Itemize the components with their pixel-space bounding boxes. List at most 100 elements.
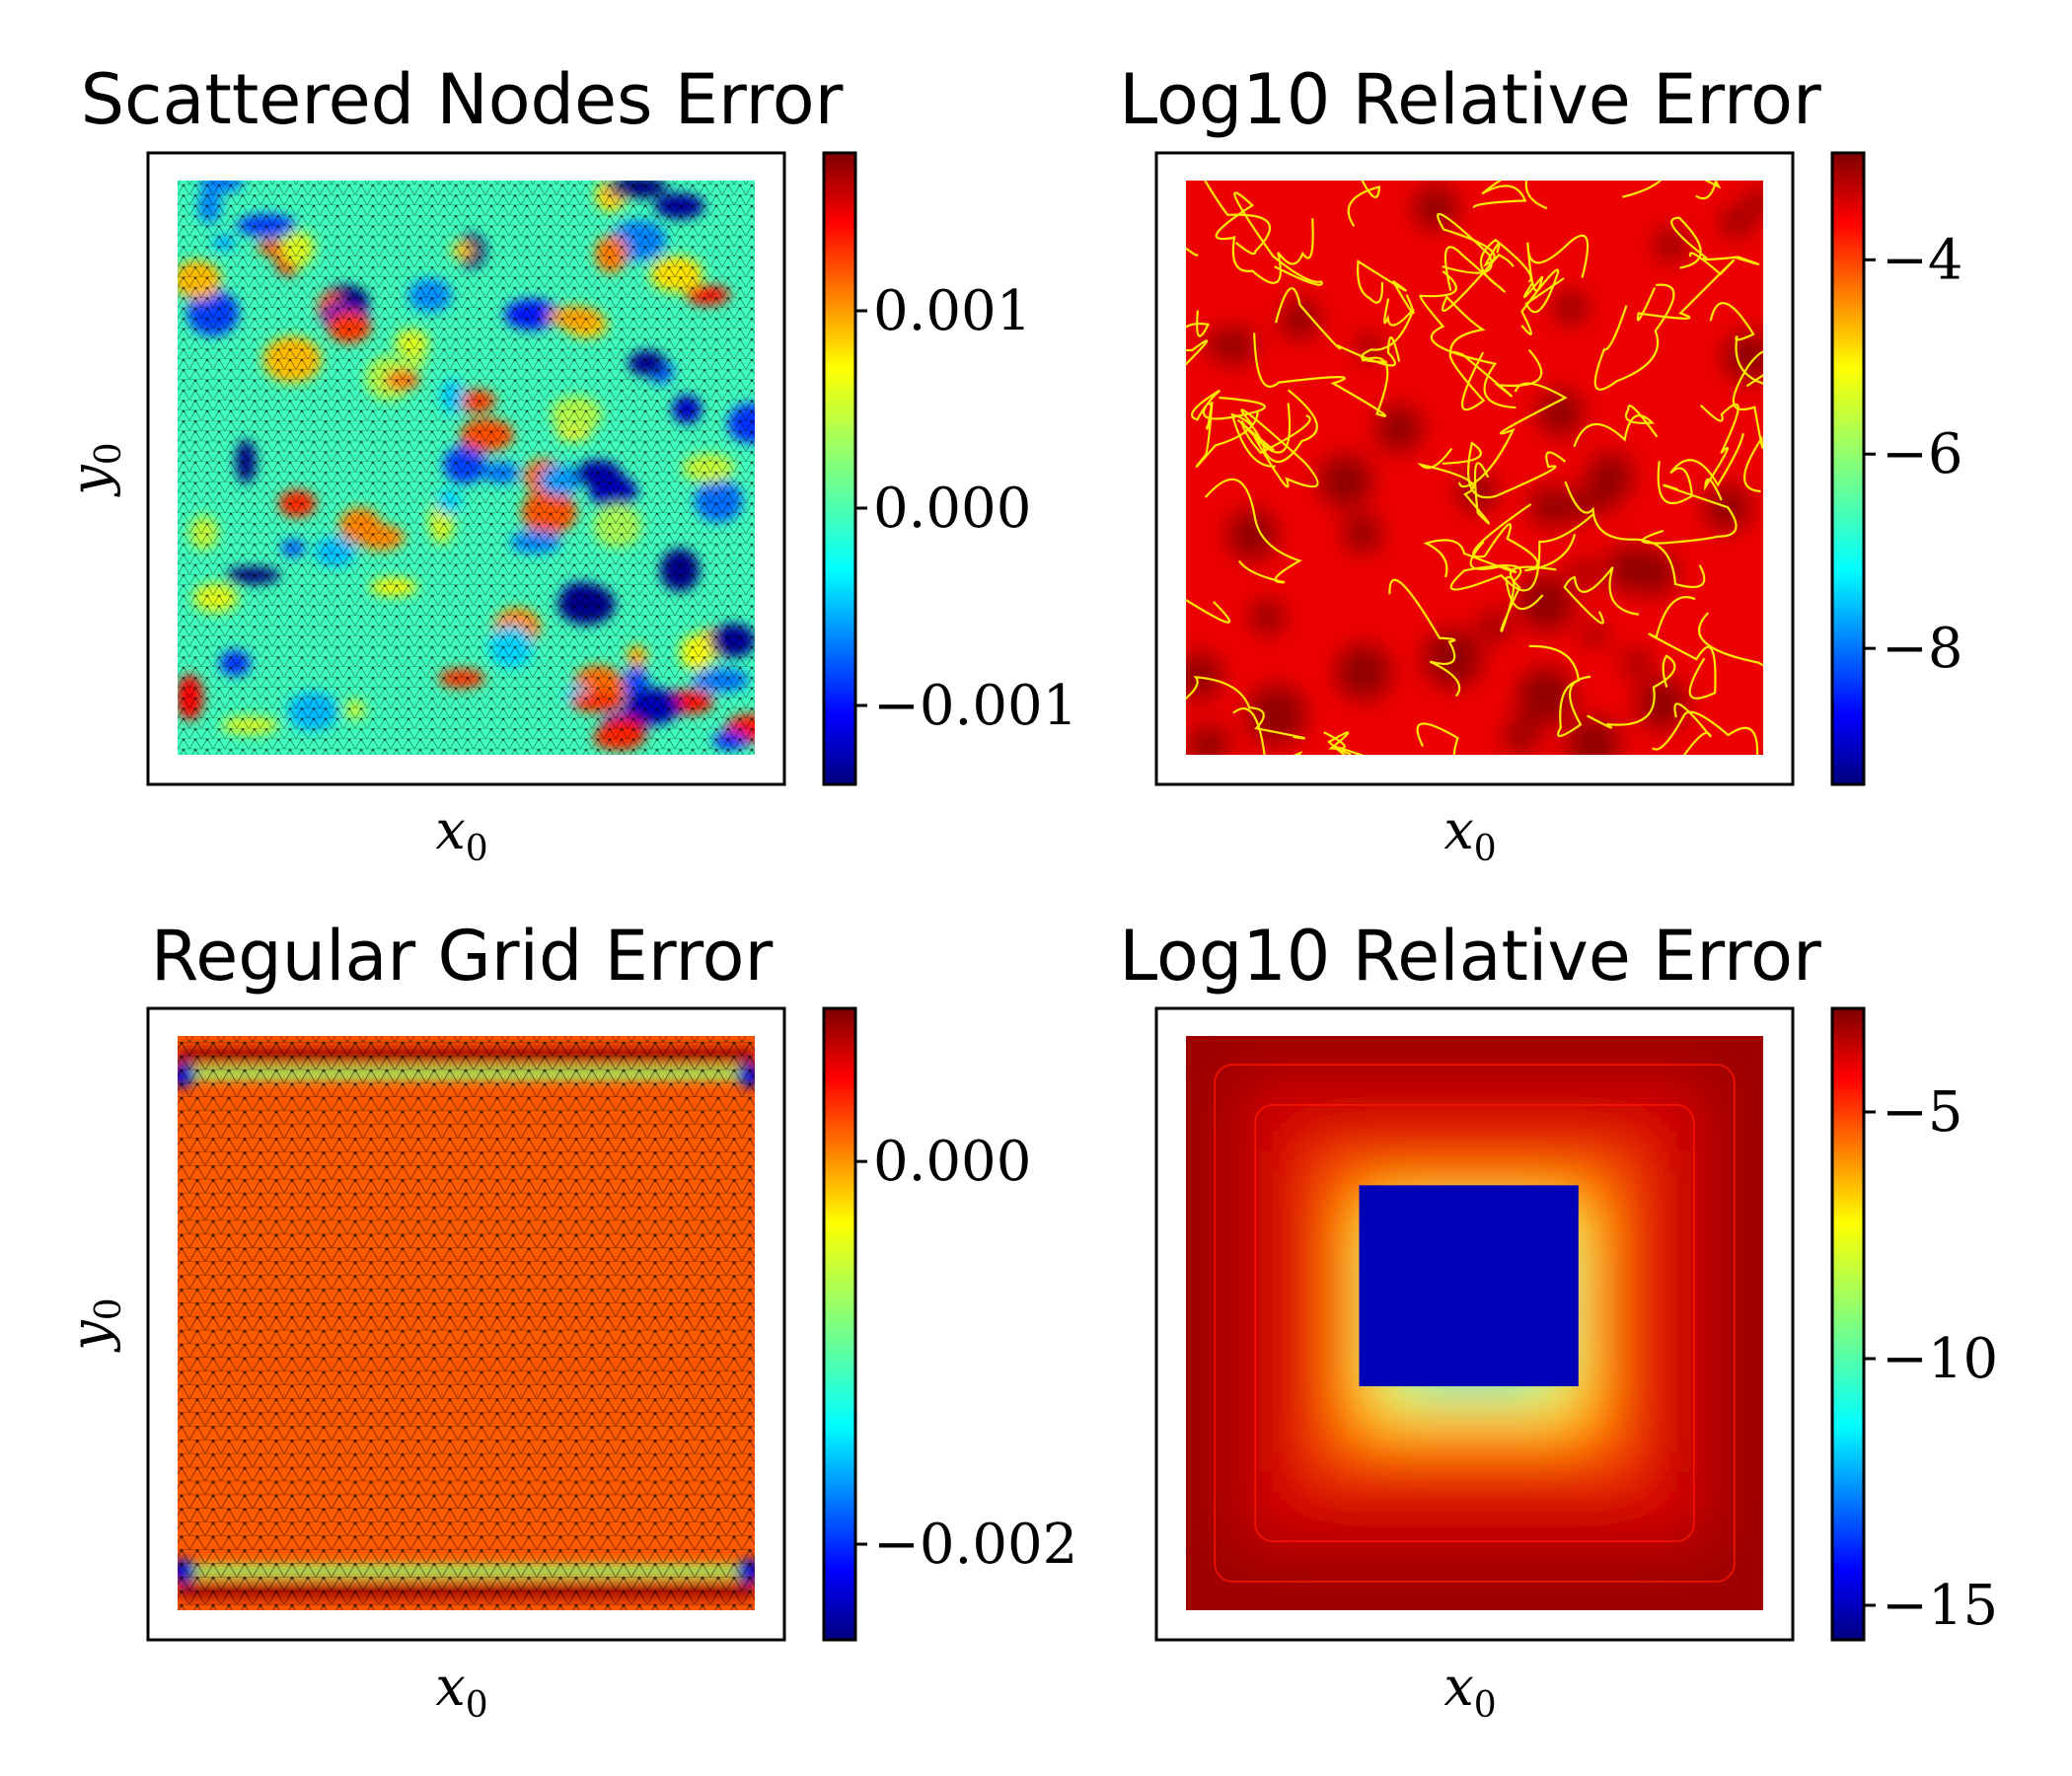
- error-blob: [1423, 629, 1483, 689]
- error-blob: [1623, 649, 1651, 677]
- error-blob: [1553, 290, 1588, 325]
- error-blob: [1582, 623, 1607, 647]
- colorbar: [1832, 1008, 1864, 1640]
- contour-line: [1573, 405, 1659, 448]
- heatmap-field: [1186, 181, 1763, 755]
- contour-line: [1253, 333, 1389, 417]
- contour-line: [1657, 432, 1744, 505]
- error-blob: [1479, 611, 1511, 642]
- contour-line: [1232, 707, 1303, 755]
- mesh-overlay: [178, 1036, 755, 1610]
- contour-line: [1563, 566, 1640, 625]
- error-blob: [1607, 545, 1654, 592]
- error-blob: [1636, 678, 1688, 730]
- axes-frame: [146, 151, 786, 786]
- contour-line: [1522, 234, 1590, 298]
- panel-1: Scattered Nodes Error x0 y0 0.001 0.000 −0.00…: [59, 59, 1077, 869]
- error-blob: [1218, 327, 1256, 365]
- contour-line: [1186, 247, 1199, 257]
- error-blob: [1721, 206, 1752, 238]
- colorbar: [824, 1008, 855, 1640]
- contour-line: [1699, 403, 1739, 501]
- colorbar-frame: [822, 1006, 857, 1642]
- axes-frame: [1154, 151, 1795, 786]
- contour-line: [1186, 676, 1306, 740]
- y-axis-label: y0: [59, 442, 129, 496]
- axes-frame: [146, 1006, 786, 1642]
- contour-line: [1732, 350, 1763, 493]
- heatmap-field: [178, 181, 755, 755]
- contour-line: [1528, 644, 1591, 737]
- colorbar-tick-label: −10: [1882, 1327, 1998, 1391]
- x-axis-label: x0: [435, 1656, 487, 1726]
- error-blob: [1375, 406, 1423, 452]
- panel-title: Log10 Relative Error: [1119, 916, 1821, 997]
- error-blob: [1335, 644, 1392, 701]
- contour-line: [1443, 238, 1532, 293]
- axes-frame: [1154, 1006, 1795, 1642]
- contour-line: [1356, 259, 1415, 315]
- error-blob: [1318, 454, 1372, 508]
- mesh-overlay: [178, 181, 755, 755]
- error-blob: [1517, 667, 1575, 725]
- colorbar-tick-label: −0.001: [873, 674, 1077, 738]
- x-axis-label: x0: [435, 799, 487, 869]
- contour-line: [1673, 703, 1712, 755]
- x-axis-label: x0: [1443, 799, 1496, 869]
- contour-line: [1186, 310, 1211, 366]
- colorbar-tick-label: −0.002: [873, 1513, 1077, 1577]
- colorbar-tick-label: −6: [1882, 422, 1963, 486]
- error-blob: [1746, 187, 1763, 216]
- error-blob: [1504, 718, 1538, 754]
- error-blob: [1655, 228, 1688, 261]
- contour-line: [1417, 447, 1490, 525]
- colorbar-tick-label: −15: [1882, 1574, 1998, 1638]
- contour-line: [1442, 441, 1567, 499]
- contour-line: [1419, 270, 1517, 409]
- error-blob: [1457, 473, 1497, 513]
- contour-line: [1622, 181, 1722, 200]
- contour-line: [1472, 503, 1577, 572]
- contour-line: [1274, 287, 1401, 367]
- error-blob: [1226, 509, 1278, 560]
- panel-4: Log10 Relative Error x0 −5 −10 −15: [1119, 916, 1998, 1726]
- contour-line: [1587, 654, 1676, 729]
- contour-line: [1215, 191, 1323, 286]
- contour-line: [1500, 565, 1557, 632]
- contour-line: [1593, 283, 1675, 391]
- colorbar-tick-label: −5: [1882, 1080, 1963, 1145]
- error-blob: [1587, 453, 1633, 499]
- panel-3: Regular Grid Error x0 y0 0.000 −0.002: [59, 916, 1077, 1726]
- contour-line: [1347, 181, 1381, 227]
- colorbar-tick-label: 0.000: [873, 1130, 1031, 1194]
- contour-line: [1449, 513, 1594, 592]
- colorbar-frame: [1830, 151, 1866, 786]
- contour-line: [1416, 722, 1459, 755]
- error-blob: [1413, 185, 1458, 230]
- contour-line: [1204, 478, 1302, 584]
- contour-line: [1520, 268, 1565, 335]
- colorbar-frame: [1830, 1006, 1866, 1642]
- heatmap-field: [178, 1036, 755, 1610]
- error-blob: [1534, 602, 1559, 628]
- contour-line: [1564, 481, 1706, 589]
- colorbar: [1832, 153, 1864, 784]
- error-blob: [1186, 652, 1222, 700]
- colorbar-tick-label: 0.001: [873, 279, 1031, 343]
- contour-line: [1388, 578, 1461, 698]
- central-minimum: [1359, 1185, 1579, 1387]
- colorbar: [824, 153, 855, 784]
- panel-title: Scattered Nodes Error: [81, 59, 844, 140]
- contour-line: [1437, 212, 1501, 274]
- contour-line: [1651, 710, 1759, 755]
- contour-line: [1442, 254, 1515, 354]
- error-blob: [1573, 558, 1598, 585]
- panel-title: Regular Grid Error: [151, 916, 774, 997]
- error-blob: [1529, 486, 1570, 527]
- contour-line: [1214, 1064, 1736, 1583]
- error-blob: [1188, 724, 1229, 755]
- colorbar-frame: [822, 151, 857, 786]
- contour-line: [1472, 181, 1548, 210]
- contour-line: [1230, 389, 1318, 468]
- contour-line: [1448, 348, 1543, 411]
